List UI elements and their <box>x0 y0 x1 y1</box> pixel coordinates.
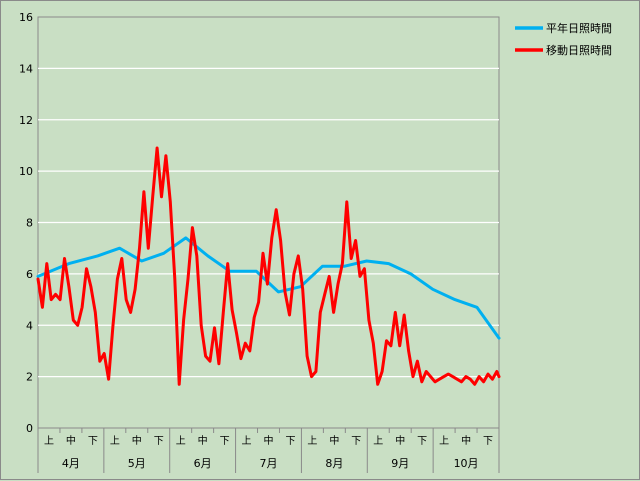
dekad-label: 下 <box>417 436 427 447</box>
month-label: 8月 <box>325 457 343 470</box>
month-label: 5月 <box>128 457 146 470</box>
dekad-label: 下 <box>220 436 230 447</box>
dekad-label: 上 <box>110 435 120 447</box>
y-tick-label: 12 <box>19 114 33 127</box>
dekad-label: 上 <box>373 435 383 447</box>
month-label: 10月 <box>454 457 479 470</box>
month-label: 7月 <box>260 457 278 470</box>
dekad-label: 下 <box>351 436 361 447</box>
dekad-label: 中 <box>395 434 405 447</box>
dekad-label: 下 <box>88 436 98 447</box>
dekad-label: 上 <box>439 435 449 447</box>
series-lines <box>36 146 501 386</box>
series-line-0 <box>36 236 501 340</box>
dekad-label: 中 <box>66 434 76 447</box>
y-tick-label: 2 <box>26 371 33 384</box>
x-axis: 上中下4月上中下5月上中下6月上中下7月上中下8月上中下9月上中下10月 <box>37 427 500 473</box>
dekad-label: 中 <box>264 434 274 447</box>
month-label: 9月 <box>391 457 409 470</box>
y-tick-label: 16 <box>19 11 33 24</box>
dekad-label: 下 <box>483 436 493 447</box>
dekad-label: 上 <box>307 435 317 447</box>
month-label: 4月 <box>62 457 80 470</box>
series-line-1 <box>36 146 501 386</box>
dekad-label: 下 <box>154 436 164 447</box>
month-label: 6月 <box>194 457 212 470</box>
y-tick-label: 8 <box>26 217 33 230</box>
y-tick-label: 4 <box>26 319 33 332</box>
y-axis: 0 2 4 6 8 10 12 14 16 <box>19 11 33 435</box>
dekad-label: 中 <box>461 434 471 447</box>
legend-label: 移動日照時間 <box>546 43 612 57</box>
y-tick-label: 14 <box>19 62 33 75</box>
legend-label: 平年日照時間 <box>546 21 612 35</box>
dekad-label: 中 <box>132 434 142 447</box>
y-tick-label: 6 <box>26 268 33 281</box>
dekad-label: 上 <box>242 435 252 447</box>
dekad-label: 中 <box>329 434 339 447</box>
dekad-label: 上 <box>44 435 54 447</box>
dekad-label: 中 <box>198 434 208 447</box>
y-tick-label: 0 <box>26 422 33 435</box>
y-tick-label: 10 <box>19 165 33 178</box>
dekad-label: 下 <box>285 436 295 447</box>
dekad-label: 上 <box>176 435 186 447</box>
